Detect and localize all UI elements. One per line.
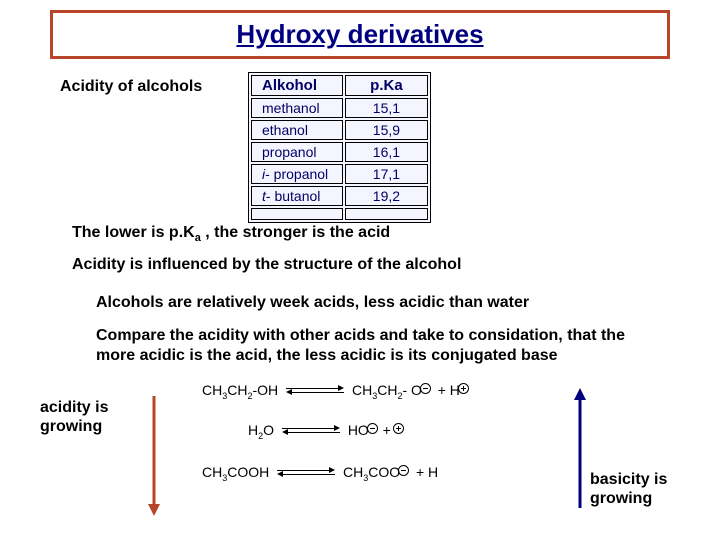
table-row: t- butanol19,2 (251, 186, 428, 206)
reaction-row: H2O HO + (248, 422, 395, 444)
pka-value: 15,1 (345, 98, 428, 118)
reactant: CH3COOH (202, 464, 269, 483)
reaction-row: CH3COOH CH3COO + H (202, 464, 438, 486)
proton: + (383, 422, 395, 438)
table-row: propanol16,1 (251, 142, 428, 162)
text: , the stronger is the acid (201, 224, 390, 241)
alcohol-name: propanol (251, 142, 343, 162)
alcohol-name: ethanol (251, 120, 343, 140)
statement-structure: Acidity is influenced by the structure o… (72, 256, 461, 274)
equilibrium-arrow-icon (286, 387, 344, 395)
section-heading: Acidity of alcohols (60, 78, 202, 96)
equilibrium-arrow-icon (277, 469, 335, 477)
arrow-down-icon (146, 394, 162, 518)
table-row: methanol15,1 (251, 98, 428, 118)
acidity-label: acidity is growing (40, 398, 130, 436)
pka-table: Alkohol p.Ka methanol15,1 ethanol15,9 pr… (248, 72, 431, 223)
pka-value: 19,2 (345, 186, 428, 206)
statement-weak-acids: Alcohols are relatively week acids, less… (96, 294, 529, 312)
pka-value: 15,9 (345, 120, 428, 140)
title-frame: Hydroxy derivatives (50, 10, 670, 59)
arrow-up-icon (572, 386, 588, 510)
col-pka-header: p.Ka (345, 75, 428, 96)
alcohol-name: t- butanol (251, 186, 343, 206)
col-alcohol-header: Alkohol (251, 75, 343, 96)
table-row-empty (251, 208, 428, 220)
table-row: i- propanol17,1 (251, 164, 428, 184)
reaction-scheme: CH3CH2-OH CH3CH2- O + H H2O HO + CH3COOH… (192, 378, 572, 518)
pka-value: 17,1 (345, 164, 428, 184)
alcohol-name: methanol (251, 98, 343, 118)
product: HO (348, 422, 369, 438)
basicity-label: basicity is growing (590, 470, 690, 508)
product: CH3COO (343, 464, 400, 483)
reaction-row: CH3CH2-OH CH3CH2- O + H (202, 382, 460, 404)
statement-conjugate: Compare the acidity with other acids and… (96, 326, 656, 366)
text: The lower is p.K (72, 224, 195, 241)
product: CH3CH2- O (352, 382, 422, 401)
reactant: CH3CH2-OH (202, 382, 278, 401)
statement-pka: The lower is p.Ka , the stronger is the … (72, 224, 390, 244)
table-row: ethanol15,9 (251, 120, 428, 140)
proton: + H (438, 382, 460, 398)
proton: + H (416, 464, 438, 480)
page-title: Hydroxy derivatives (53, 19, 667, 50)
pka-value: 16,1 (345, 142, 428, 162)
table-header-row: Alkohol p.Ka (251, 75, 428, 96)
alcohol-name: i- propanol (251, 164, 343, 184)
equilibrium-arrow-icon (282, 427, 340, 435)
reactant: H2O (248, 422, 274, 441)
